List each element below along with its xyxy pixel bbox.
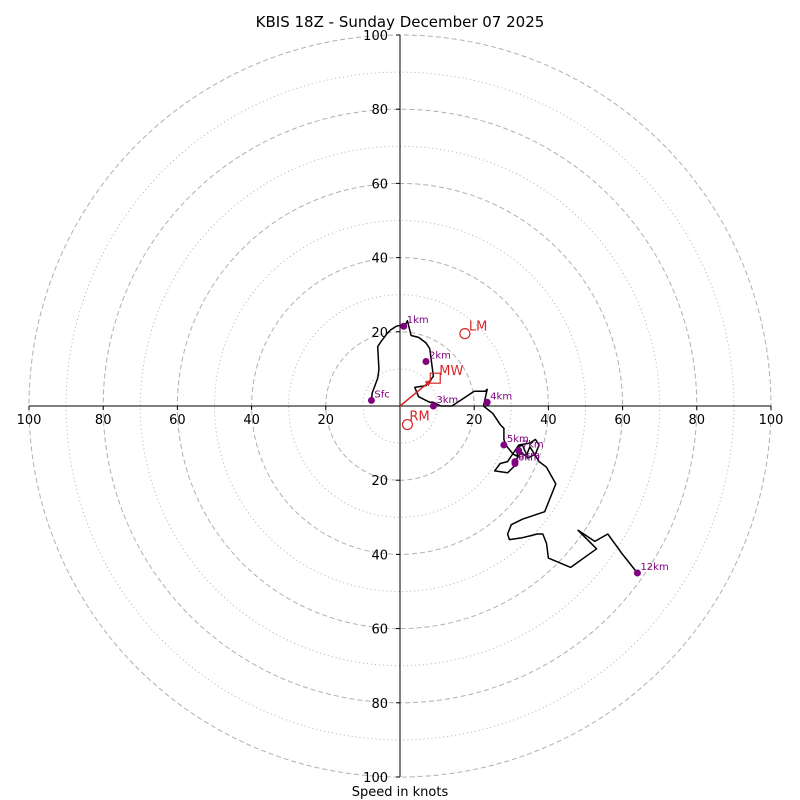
- height-marker-point: [633, 569, 641, 577]
- right-mover-marker: [401, 418, 414, 431]
- x-tick-label: 100: [759, 413, 784, 428]
- hodograph-trace: [370, 319, 638, 574]
- storm-motion: LM RM MW: [399, 320, 487, 431]
- x-tick-label: 60: [169, 413, 186, 428]
- height-marker-point: [367, 396, 375, 404]
- y-tick-label: 100: [363, 29, 388, 44]
- height-marker-point: [511, 458, 519, 466]
- height-marker-point: [500, 441, 508, 449]
- y-tick-label: 20: [371, 326, 388, 341]
- left-mover-marker: [459, 328, 471, 340]
- height-marker-label: 2km: [429, 350, 451, 361]
- mean-wind-vector: [399, 379, 433, 407]
- height-marker-point: [483, 398, 491, 406]
- height-marker-point: [400, 322, 408, 330]
- height-marker-point: [515, 447, 523, 455]
- height-marker-label: 4km: [490, 391, 512, 402]
- wind-profile-line: [370, 319, 638, 574]
- y-tick-label: 40: [371, 252, 388, 267]
- chart-title: KBIS 18Z - Sunday December 07 2025: [256, 13, 545, 31]
- left-mover-label: LM: [469, 320, 487, 335]
- y-tick-label: 60: [371, 177, 388, 192]
- mean-wind-marker: [429, 372, 441, 384]
- y-tick-label: 80: [371, 103, 388, 118]
- x-tick-label: 80: [95, 413, 112, 428]
- tick-labels: 100 80 60 40 20 20 40 60 80 100 100 80 60 40 20 20 40 60 8…: [17, 29, 784, 786]
- x-tick-label: 20: [318, 413, 335, 428]
- height-marker-label: 12km: [640, 562, 668, 573]
- height-marker-label: 7km: [522, 440, 544, 451]
- height-marker-label: 3km: [436, 395, 458, 406]
- mean-wind-label: MW: [439, 364, 463, 379]
- right-mover-label: RM: [409, 410, 429, 425]
- height-marker-label: 6km: [518, 453, 540, 464]
- y-tick-label: 100: [363, 771, 388, 786]
- y-tick-label: 80: [371, 697, 388, 712]
- y-tick-label: 60: [371, 623, 388, 638]
- height-marker-label: 1km: [407, 315, 429, 326]
- y-tick-label: 20: [371, 474, 388, 489]
- height-marker-point: [429, 402, 437, 410]
- height-marker-point: [422, 357, 430, 365]
- x-axis-label: Speed in knots: [352, 785, 449, 800]
- x-tick-label: 20: [466, 413, 483, 428]
- height-marker-label: 5km: [507, 434, 529, 445]
- height-marker-label: 8km: [518, 451, 540, 462]
- y-tick-label: 40: [371, 548, 388, 563]
- x-tick-label: 100: [17, 413, 42, 428]
- x-tick-label: 60: [614, 413, 631, 428]
- x-tick-label: 40: [243, 413, 260, 428]
- x-tick-label: 80: [689, 413, 706, 428]
- x-tick-label: 40: [540, 413, 557, 428]
- height-marker-label: Sfc: [374, 389, 389, 400]
